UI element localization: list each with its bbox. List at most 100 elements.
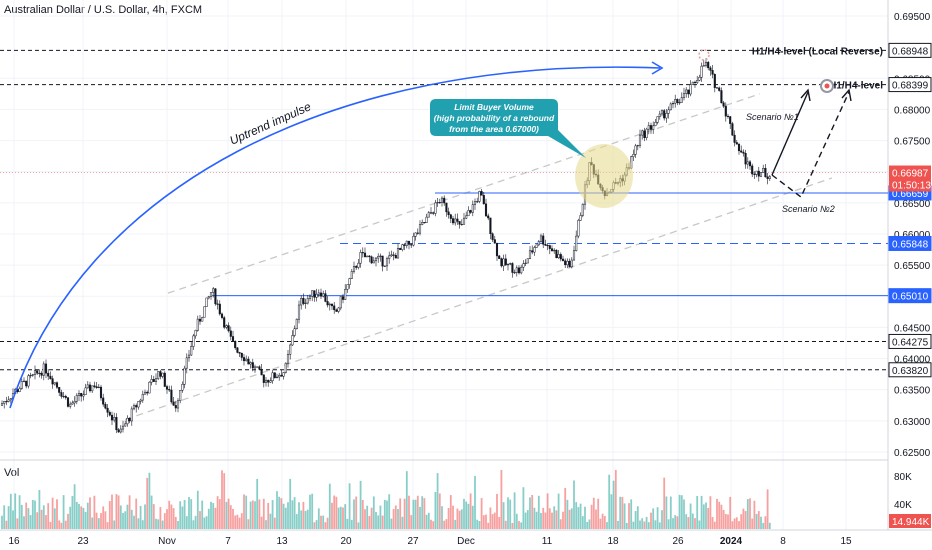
volume-bar <box>216 496 219 529</box>
candle-body <box>328 303 331 306</box>
volume-bar <box>401 516 404 529</box>
volume-bar <box>504 520 507 529</box>
candle-body <box>533 247 536 253</box>
candle-body <box>194 330 197 337</box>
volume-bar <box>573 480 575 529</box>
volume-bar <box>269 513 272 529</box>
candle-body <box>396 248 400 259</box>
candle-body <box>55 382 59 388</box>
candle-body <box>223 317 226 328</box>
volume-bar <box>115 494 118 529</box>
candle-body <box>654 122 657 126</box>
axes: 0.69500 0.68500 0.68000 0.67500 0.67000 0.665… <box>8 12 932 547</box>
candle-body <box>324 293 327 302</box>
volume-bar <box>174 516 177 529</box>
volume-bar <box>496 493 498 529</box>
volume-bar <box>729 496 732 529</box>
volume-bar <box>445 519 448 529</box>
candle-body <box>548 245 551 249</box>
volume-bar <box>25 502 28 529</box>
candle-body <box>143 391 147 395</box>
volume-bar <box>621 496 624 529</box>
volume-bar <box>315 520 318 529</box>
volume-bar <box>225 501 228 529</box>
volume-bar <box>546 493 549 529</box>
volume-bar <box>427 512 430 529</box>
price-tag <box>888 77 932 93</box>
volume-bar <box>177 520 179 529</box>
volume-bar <box>262 498 265 529</box>
volume-bar <box>108 501 111 529</box>
peak-marker-icon <box>698 49 710 61</box>
candle-body <box>146 391 149 394</box>
candle-body <box>678 102 681 104</box>
volume-bar <box>696 496 699 529</box>
candle-body <box>594 173 598 176</box>
volume-bar <box>711 517 714 529</box>
candle-body <box>264 379 268 383</box>
candle-body <box>205 297 208 307</box>
candle-body <box>509 263 512 265</box>
volume-bar <box>652 508 655 529</box>
volume-bar <box>399 498 402 529</box>
candle-body <box>102 397 105 405</box>
volume-bar <box>432 521 435 529</box>
volume-bar <box>707 507 710 529</box>
candle-body <box>88 384 92 392</box>
candle-body <box>528 250 532 259</box>
candle-body <box>440 197 444 203</box>
candle-body <box>546 245 549 247</box>
candle-body <box>590 162 593 165</box>
volume-bar <box>324 522 327 529</box>
volume-bar <box>421 496 424 529</box>
volume-bar <box>419 506 421 529</box>
volume-bar <box>7 506 10 529</box>
candle-body <box>418 224 422 234</box>
volume-bar <box>731 521 734 529</box>
candle-body <box>407 240 411 245</box>
candle-body <box>447 211 450 215</box>
candle-body <box>304 302 307 304</box>
candle-body <box>702 65 705 67</box>
volume-bar <box>172 508 175 529</box>
volume-bar <box>685 514 688 529</box>
candle-body <box>555 249 558 258</box>
candle-body <box>108 412 111 416</box>
candle-body <box>352 266 356 272</box>
y-tick-label: 0.65500 <box>894 261 931 272</box>
volume-bar <box>678 494 681 529</box>
candle-body <box>625 167 628 176</box>
candle-body <box>660 110 664 115</box>
volume-bar <box>720 504 723 529</box>
volume-bar <box>603 516 606 529</box>
volume-bar <box>502 502 505 529</box>
volume-bar <box>471 505 474 529</box>
candle-body <box>748 161 752 167</box>
y-tick-label: 0.62500 <box>894 448 931 459</box>
volume-bar <box>276 491 278 529</box>
candle-body <box>737 143 741 152</box>
candle-body <box>117 429 120 433</box>
candle-body <box>370 256 373 264</box>
candle-body <box>201 317 204 322</box>
candle-body <box>339 296 342 309</box>
volume-bar <box>533 507 536 529</box>
candle-body <box>449 214 452 219</box>
candle-body <box>399 248 402 250</box>
volume-bar <box>313 522 316 529</box>
candle-body <box>539 235 543 242</box>
volume-bar <box>311 493 314 529</box>
volume-bar <box>661 510 663 529</box>
volume-bar <box>441 506 443 529</box>
volume-bar <box>357 522 360 529</box>
candle-body <box>159 371 162 377</box>
candle-body <box>337 307 340 312</box>
candle-body <box>711 70 714 75</box>
candle-body <box>581 203 584 216</box>
volume-bar <box>124 511 127 529</box>
volume-bar <box>359 480 362 529</box>
candle-body <box>154 378 158 382</box>
volume-bar <box>480 498 483 529</box>
candle-body <box>592 164 595 175</box>
